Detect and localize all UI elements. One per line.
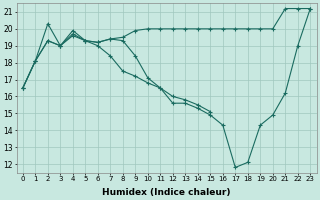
- X-axis label: Humidex (Indice chaleur): Humidex (Indice chaleur): [102, 188, 231, 197]
